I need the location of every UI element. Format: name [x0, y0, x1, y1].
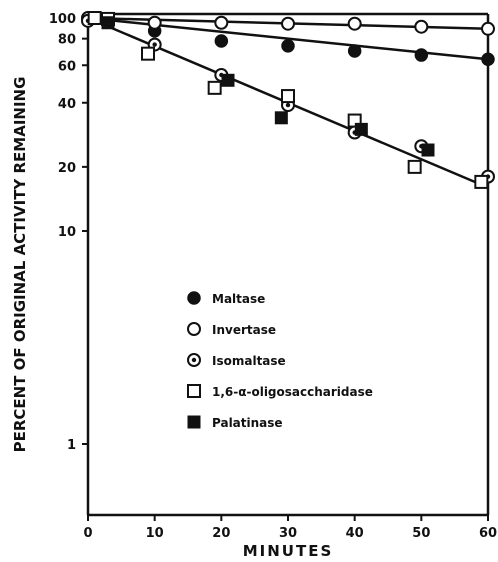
legend-label: Isomaltase [212, 354, 286, 368]
marker-open-square [141, 46, 155, 61]
marker-dotted-circle-dot [191, 357, 197, 363]
y-tick-label: 40 [58, 97, 76, 112]
x-tick-label: 50 [412, 526, 430, 541]
x-tick-label: 40 [346, 526, 364, 541]
marker-filled-circle [414, 48, 429, 62]
marker-open-square [474, 174, 489, 189]
marker-dotted-circle-dot [152, 42, 157, 47]
y-tick-label: 60 [58, 59, 76, 74]
marker-open-square [207, 80, 222, 95]
marker-open-circle [481, 21, 495, 36]
marker-filled-square [421, 143, 435, 157]
y-tick-label: 1 [67, 438, 76, 453]
marker-filled-square [274, 111, 288, 125]
marker-open-circle [414, 19, 429, 34]
x-tick-label: 60 [479, 526, 497, 541]
legend-label: 1,6-α-oligosaccharidase [212, 385, 373, 399]
legend-label: Invertase [212, 323, 276, 337]
marker-dotted-circle-dot [285, 102, 291, 108]
marker-open-square [87, 11, 102, 25]
marker-open-circle [281, 16, 295, 31]
x-tick-label: 30 [279, 526, 297, 541]
y-tick-label: 80 [58, 33, 76, 48]
x-tick-label: 0 [83, 526, 92, 541]
marker-open-square [187, 384, 201, 398]
marker-filled-square [221, 73, 235, 87]
x-axis-title: MINUTES [243, 542, 334, 560]
data-points [81, 11, 495, 189]
marker-filled-square [101, 16, 115, 30]
marker-filled-square [354, 122, 368, 136]
y-tick-label: 10 [58, 225, 76, 240]
legend-label: Palatinase [212, 416, 283, 430]
legend: Maltase Invertase Isomaltase 1,6-α-oligosac… [187, 291, 373, 430]
marker-open-square [407, 159, 422, 174]
marker-filled-circle [214, 34, 229, 48]
y-axis-title: PERCENT OF ORIGINAL ACTIVITY REMAINING [11, 77, 29, 453]
marker-open-square [281, 89, 295, 104]
marker-filled-square [187, 415, 201, 429]
marker-filled-circle [281, 39, 295, 53]
marker-open-circle [187, 322, 201, 336]
marker-open-circle [347, 16, 362, 31]
legend-label: Maltase [212, 292, 265, 306]
marker-filled-circle [347, 44, 362, 58]
y-tick-label: 20 [58, 161, 76, 176]
x-tick-label: 10 [146, 526, 164, 541]
axes: 0 10 20 30 40 50 60 1 10 20 40 60 80 100 [49, 12, 497, 541]
marker-open-circle [214, 15, 229, 30]
x-tick-label: 20 [212, 526, 230, 541]
y-tick-label: 100 [49, 12, 76, 27]
marker-filled-circle [481, 52, 495, 67]
marker-filled-circle [187, 291, 201, 305]
marker-open-circle [147, 15, 162, 30]
